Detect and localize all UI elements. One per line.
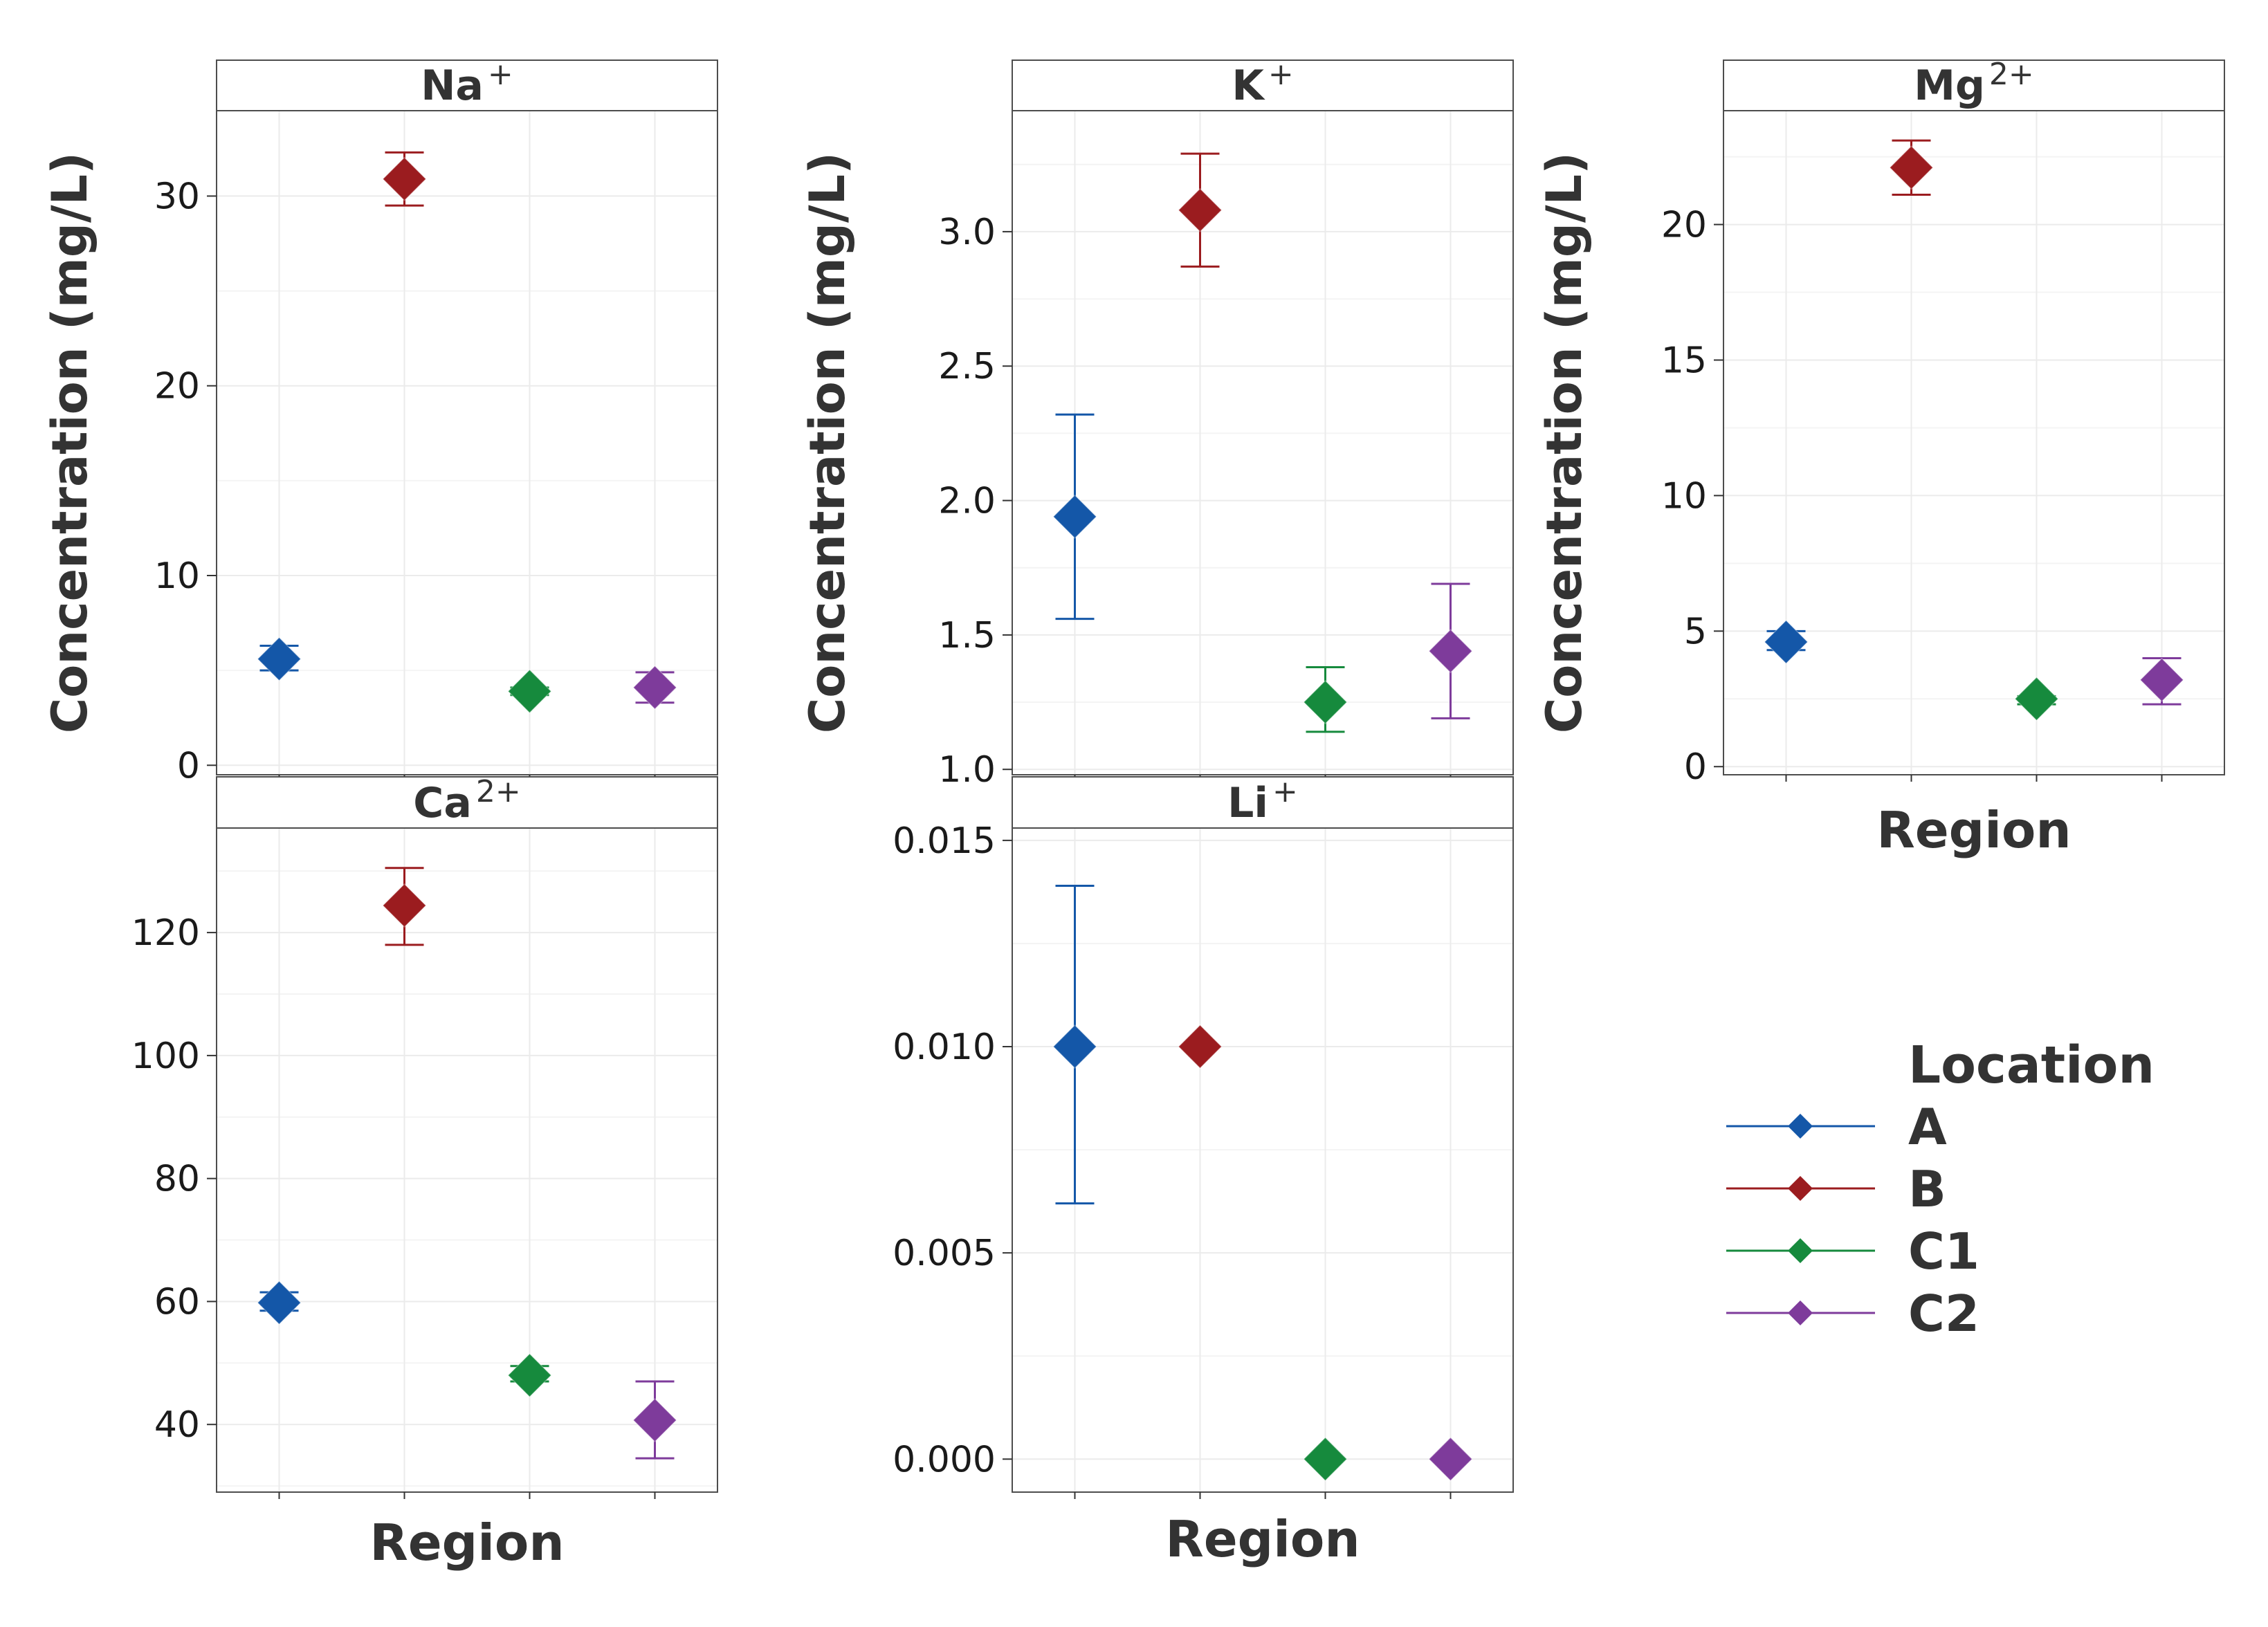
y-tick-label: 3.0: [938, 212, 996, 253]
point-b: [382, 883, 427, 928]
x-axis-title: Region: [1876, 801, 2071, 859]
x-axis-title: Region: [369, 1514, 564, 1572]
point-b: [1178, 187, 1223, 232]
point-a: [257, 1280, 302, 1325]
y-tick-label: 1.5: [938, 615, 996, 656]
point-c2: [1428, 629, 1473, 674]
strip-title: Na +: [421, 57, 513, 110]
plot-area: [1723, 111, 2224, 775]
y-tick-label: 0.010: [893, 1027, 996, 1068]
y-tick-label: 0.015: [893, 820, 996, 862]
point-c2: [632, 1397, 677, 1443]
plot-area: [1012, 828, 1513, 1492]
y-tick-label: 40: [154, 1404, 200, 1446]
strip-title-charge: +: [488, 57, 513, 92]
y-tick-label: 80: [154, 1159, 200, 1200]
strip: [1012, 59, 1514, 111]
point-c2: [2139, 657, 2184, 702]
plot-area: [217, 828, 717, 1492]
y-axis-title: Concentration (mg/L): [42, 152, 98, 733]
y-axis-title: Concentration (mg/L): [1536, 152, 1593, 733]
y-tick-label: 120: [131, 912, 200, 954]
y-tick-label: 15: [1661, 340, 1707, 381]
legend-label: A: [1908, 1098, 1947, 1156]
y-tick-label: 0.005: [893, 1233, 996, 1274]
y-tick-label: 1.0: [938, 749, 996, 791]
strip-title-ion: Li: [1227, 779, 1268, 827]
strip-title: Li +: [1227, 774, 1298, 827]
point-a: [257, 636, 302, 681]
y-tick-label: 0: [177, 745, 200, 787]
point-c2: [1428, 1437, 1473, 1482]
legend-label: C2: [1908, 1285, 1979, 1343]
y-tick-label: 10: [154, 555, 200, 597]
strip-title-charge: +: [1272, 774, 1298, 809]
strip-title: Ca 2+: [413, 774, 520, 827]
legend-item-c2: C2: [1726, 1285, 1979, 1343]
strip-title-charge: 2+: [476, 774, 521, 809]
point-b: [382, 156, 427, 201]
legend-title: Location: [1908, 1036, 2155, 1095]
gridlines: [217, 828, 717, 1492]
strip-title-ion: Na: [421, 62, 484, 110]
gridlines: [1723, 111, 2224, 775]
strip-title: Mg 2+: [1914, 57, 2034, 110]
legend-item-c1: C1: [1726, 1222, 1979, 1280]
y-tick-label: 30: [154, 176, 200, 217]
legend-item-b: B: [1726, 1160, 1946, 1218]
strip-title-ion: Mg: [1914, 62, 1985, 110]
panel-ca: Ca 2+ 40 60 80 100 120 Region: [131, 774, 718, 1572]
legend-label: C1: [1908, 1222, 1979, 1280]
point-c1: [507, 1353, 552, 1398]
point-a: [1052, 494, 1097, 539]
y-tick-label: 10: [1661, 475, 1707, 517]
legend-item-a: A: [1726, 1098, 1947, 1156]
y-tick-label: 0.000: [893, 1439, 996, 1480]
strip-title-charge: +: [1268, 57, 1294, 92]
strip-title-charge: 2+: [1989, 57, 2034, 92]
strip: [216, 776, 718, 829]
point-b: [1178, 1024, 1223, 1069]
point-c1: [2014, 677, 2059, 721]
legend-key-diamond: [1788, 1114, 1813, 1139]
y-tick-label: 100: [131, 1036, 200, 1077]
legend-label: B: [1908, 1160, 1946, 1218]
y-tick-label: 2.5: [938, 346, 996, 387]
legend-key-diamond: [1788, 1176, 1813, 1201]
strip: [1012, 776, 1514, 829]
point-c1: [1303, 680, 1348, 725]
y-tick-label: 60: [154, 1281, 200, 1323]
strip: [216, 59, 718, 111]
gridlines: [217, 111, 717, 775]
x-axis-title: Region: [1165, 1510, 1360, 1568]
y-tick-label: 20: [154, 366, 200, 407]
y-tick-label: 5: [1684, 611, 1707, 652]
point-b: [1889, 145, 1934, 190]
legend-key-diamond: [1788, 1238, 1813, 1263]
y-tick-label: 20: [1661, 205, 1707, 246]
point-c2: [632, 665, 677, 710]
strip-title-ion: Ca: [413, 779, 472, 827]
strip-title-ion: K: [1232, 62, 1265, 110]
point-c1: [1303, 1437, 1348, 1482]
plot-area: [1012, 111, 1513, 775]
strip: [1723, 59, 2225, 111]
plot-area: [217, 111, 717, 775]
panel-mg: Mg 2+ 0 5 10 15 20 Concentration (mg/L) Region: [1536, 57, 2225, 859]
y-tick-label: 0: [1684, 746, 1707, 788]
point-c1: [507, 669, 552, 714]
legend-key-diamond: [1788, 1300, 1813, 1325]
point-a: [1764, 619, 1809, 665]
point-a: [1052, 1024, 1097, 1069]
strip-title: K +: [1232, 57, 1293, 110]
y-tick-label: 2.0: [938, 481, 996, 522]
y-axis-title: Concentration (mg/L): [799, 152, 856, 733]
